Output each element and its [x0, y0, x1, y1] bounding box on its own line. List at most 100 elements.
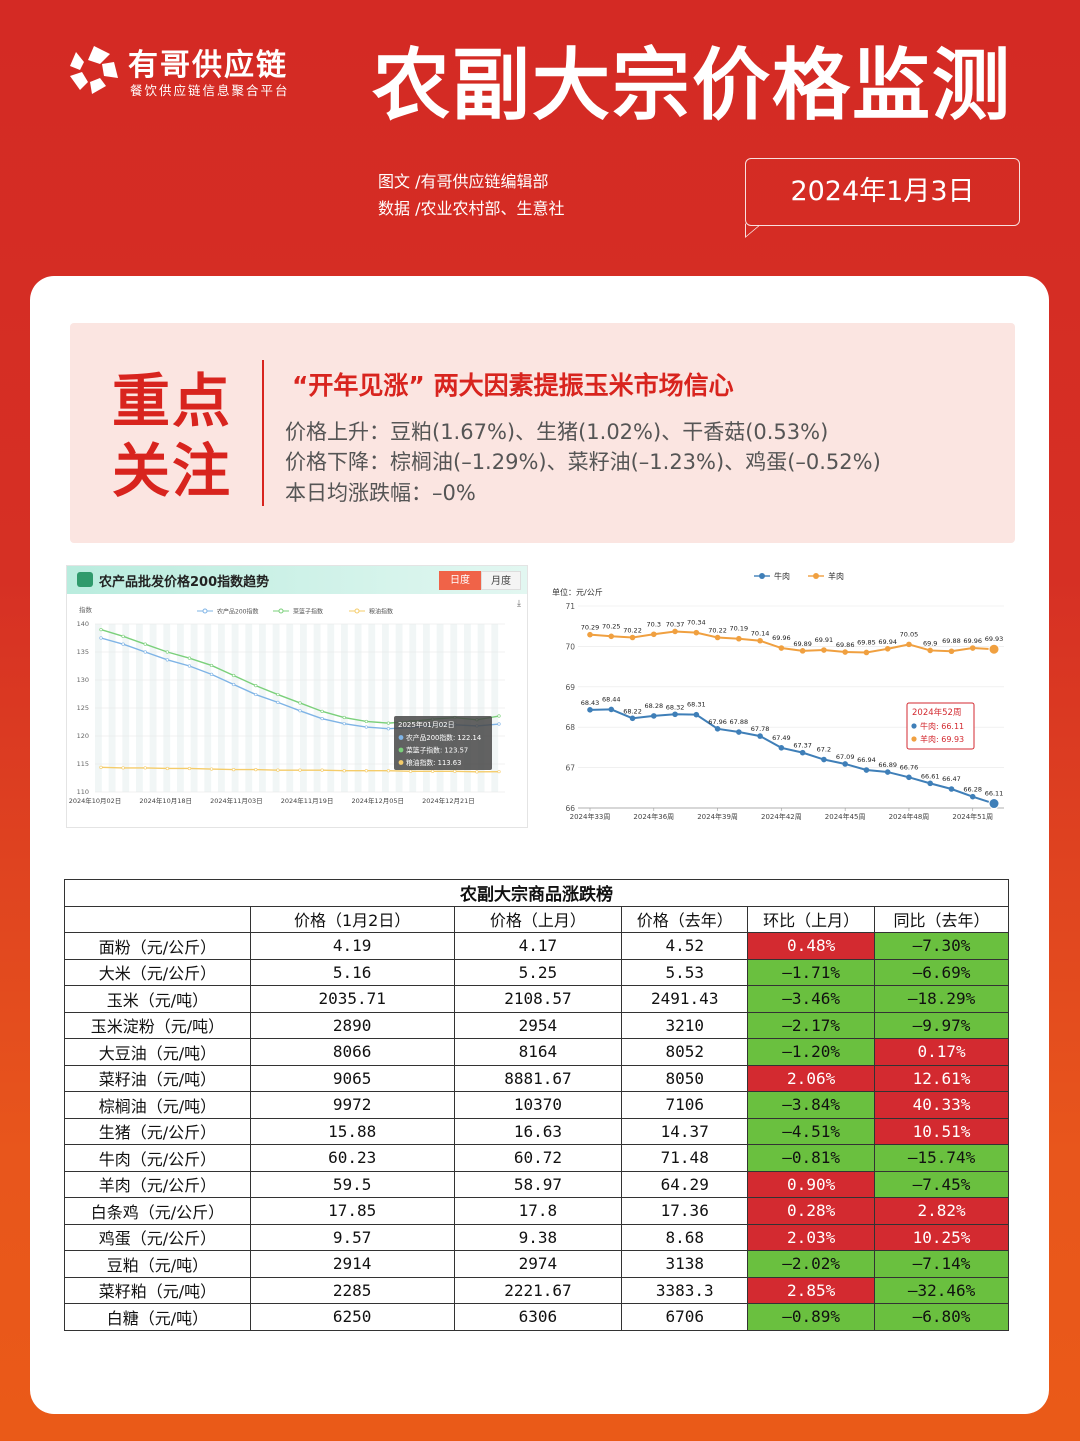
table-row: 鸡蛋（元/公斤） 9.57 9.38 8.68 2.03% 10.25% — [64, 1223, 1009, 1251]
data-label: 69.88 — [942, 637, 961, 645]
data-point — [821, 756, 827, 763]
price-cell: 64.29 — [621, 1170, 749, 1198]
table-row: 白条鸡（元/公斤） 17.85 17.8 17.36 0.28% 2.82% — [64, 1197, 1009, 1225]
y-tick-label: 125 — [77, 704, 89, 712]
x-tick-label: 2024年11月19日 — [281, 796, 334, 805]
y-tick-label: 68 — [565, 723, 575, 732]
data-point — [714, 726, 721, 732]
price-cell: 2954 — [453, 1011, 623, 1039]
focus-headline: “开年见涨” 两大因素提振玉米市场信心 — [292, 371, 734, 400]
data-point — [209, 767, 214, 771]
data-label: 70.05 — [900, 630, 919, 638]
x-tick-label: 2024年36周 — [633, 812, 674, 821]
data-point — [884, 769, 891, 775]
x-tick-label: 2024年39周 — [697, 812, 738, 821]
table-row: 大米（元/公斤） 5.16 5.25 5.53 –1.71% –6.69% — [64, 958, 1009, 986]
data-point — [497, 722, 501, 726]
tab-monthly[interactable]: 月度 — [481, 571, 521, 590]
change-cell: 10.51% — [874, 1117, 1009, 1145]
price-cell: 15.88 — [249, 1117, 455, 1145]
data-point — [121, 642, 125, 646]
legend-marker — [759, 573, 765, 579]
data-label: 66.76 — [900, 763, 919, 771]
focus-rise: 价格上升：豆粕(1.67%)、生猪(1.02%)、干香菇(0.53%) — [285, 420, 829, 444]
data-point — [342, 715, 346, 720]
y-tick-label: 140 — [77, 620, 89, 628]
change-cell: 0.28% — [747, 1197, 876, 1225]
data-point — [736, 635, 742, 642]
y-tick-label: 69 — [565, 683, 575, 692]
data-label: 70.22 — [708, 627, 727, 635]
data-point — [276, 700, 280, 704]
commodity-name: 菜籽油（元/吨） — [64, 1064, 251, 1092]
tooltip-box — [906, 702, 975, 750]
data-point — [497, 770, 501, 774]
price-cell: 10370 — [453, 1091, 623, 1119]
focus-divider — [262, 360, 264, 506]
change-cell: –1.71% — [747, 958, 876, 986]
data-point — [927, 780, 934, 787]
price-cell: 58.97 — [453, 1170, 623, 1198]
data-point — [778, 745, 785, 751]
commodity-name: 菜籽粕（元/吨） — [64, 1276, 251, 1304]
data-point — [431, 769, 435, 773]
price-cell: 9065 — [249, 1064, 455, 1092]
brand-tagline: 餐饮供应链信息聚合平台 — [130, 83, 290, 98]
x-tick-label: 2024年33周 — [570, 812, 611, 821]
change-cell: –15.74% — [874, 1144, 1009, 1172]
price-cell: 5.16 — [249, 958, 455, 986]
tab-daily[interactable]: 日度 — [439, 571, 481, 590]
data-point — [672, 628, 678, 635]
price-cell: 8050 — [621, 1064, 749, 1092]
column-header: 环比（上月） — [747, 905, 876, 933]
data-label: 69.91 — [815, 636, 834, 644]
data-label: 67.96 — [708, 718, 727, 726]
data-label: 68.44 — [602, 695, 621, 703]
tooltip-line: 菜篮子指数: 123.57 — [406, 746, 468, 755]
data-point — [232, 682, 236, 687]
data-point — [209, 663, 214, 668]
data-point — [608, 633, 615, 640]
change-cell: 2.03% — [747, 1223, 876, 1251]
data-point — [121, 634, 125, 638]
commodity-name: 白条鸡（元/公斤） — [64, 1197, 251, 1225]
tooltip-line: 羊肉: 69.93 — [920, 734, 964, 744]
data-point — [969, 793, 976, 800]
price-cell: 2491.43 — [621, 985, 749, 1013]
credit-data: 数据 /农业农村部、生意社 — [378, 199, 565, 218]
meat-price-chart: 牛肉 羊肉 单位：元/公斤 66 67 68 69 70 71 2024年33周 2024年36周 2… — [548, 563, 1013, 828]
x-tick-label: 2024年12月05日 — [351, 796, 404, 805]
price-cell: 2890 — [249, 1011, 455, 1039]
y-tick-label: 67 — [565, 764, 575, 773]
data-label: 69.93 — [985, 635, 1004, 643]
commodity-name: 大米（元/公斤） — [64, 958, 251, 986]
tooltip-marker — [398, 760, 404, 765]
data-point — [969, 645, 976, 651]
price-cell: 8164 — [453, 1038, 623, 1066]
data-point — [320, 709, 324, 713]
data-point — [799, 648, 806, 654]
change-cell: –7.45% — [874, 1170, 1009, 1198]
data-label: 69.9 — [923, 639, 937, 647]
commodity-name: 玉米（元/吨） — [64, 985, 251, 1013]
data-point — [757, 637, 763, 644]
chart-title: 农产品批发价格200指数趋势 — [99, 575, 270, 590]
data-label: 67.09 — [836, 753, 855, 761]
data-point — [906, 641, 912, 648]
commodity-name: 白糖（元/吨） — [64, 1303, 251, 1331]
data-point — [342, 722, 346, 726]
data-point — [121, 766, 125, 770]
download-icon: ⤓ — [517, 599, 521, 609]
tooltip-box — [394, 716, 492, 770]
data-label: 70.22 — [623, 627, 642, 635]
data-point — [232, 768, 236, 772]
data-point — [863, 767, 870, 773]
legend-marker — [354, 608, 360, 614]
x-tick-label: 2024年45周 — [825, 812, 866, 821]
data-point — [143, 766, 147, 770]
commodity-name: 大豆油（元/吨） — [64, 1038, 251, 1066]
commodity-name: 生猪（元/公斤） — [64, 1117, 251, 1145]
x-tick-label: 2024年10月02日 — [69, 796, 122, 805]
data-point — [948, 648, 955, 655]
